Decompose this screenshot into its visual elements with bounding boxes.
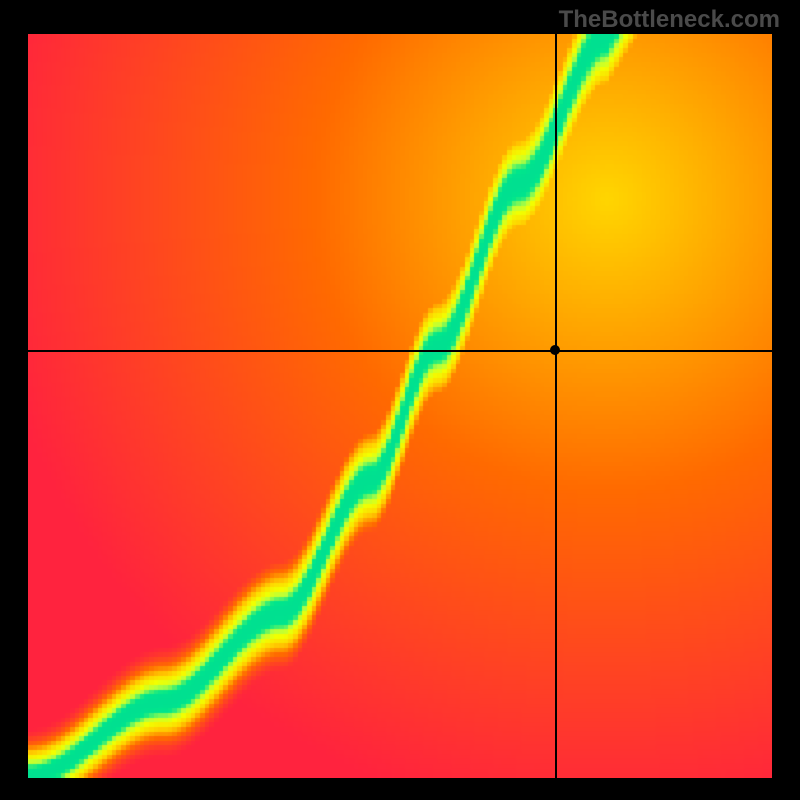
- plot-area: [28, 34, 772, 778]
- crosshair-vertical: [555, 34, 557, 778]
- heatmap-canvas: [28, 34, 772, 778]
- crosshair-marker: [550, 345, 560, 355]
- crosshair-horizontal: [28, 350, 772, 352]
- chart-container: { "watermark": { "text": "TheBottleneck.…: [0, 0, 800, 800]
- watermark-text: TheBottleneck.com: [559, 6, 780, 34]
